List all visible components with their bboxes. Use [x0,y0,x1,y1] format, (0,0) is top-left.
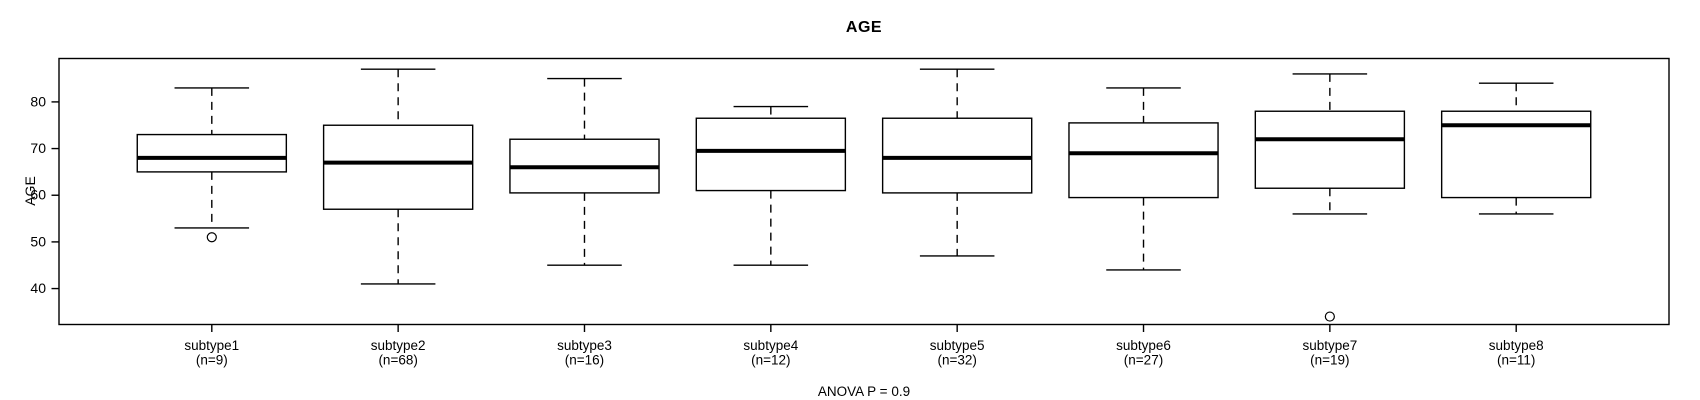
x-tick-sublabel: (n=27) [1124,353,1163,368]
y-tick-label: 40 [30,280,46,296]
iqr-box [322,124,474,210]
x-tick-label: subtype6 [1116,338,1171,353]
iqr-box [1254,110,1406,189]
y-tick-label: 70 [30,140,46,156]
outlier-point [206,232,217,243]
anova-footnote: ANOVA P = 0.9 [817,384,911,399]
x-tick-sublabel: (n=19) [1310,353,1349,368]
x-tick-sublabel: (n=16) [565,353,604,368]
iqr-box [695,117,847,192]
y-axis-title: AGE [22,176,38,206]
iqr-box [136,133,288,173]
x-tick-sublabel: (n=11) [1497,353,1535,368]
x-tick-label: subtype8 [1489,338,1544,353]
x-tick-label: subtype1 [184,338,239,353]
x-tick-label: subtype4 [743,338,798,353]
x-tick-label: subtype3 [557,338,612,353]
y-tick-label: 80 [30,93,46,109]
iqr-box [881,117,1033,194]
x-tick-sublabel: (n=32) [937,353,976,368]
outlier-point [1324,311,1335,322]
chart-title: AGE [845,19,883,36]
x-tick-label: subtype7 [1302,338,1357,353]
x-tick-label: subtype2 [371,338,426,353]
x-tick-sublabel: (n=68) [378,353,417,368]
x-tick-sublabel: (n=9) [196,353,228,368]
x-tick-label: subtype5 [930,338,985,353]
plot-frame [58,57,1670,326]
x-tick-sublabel: (n=12) [751,353,790,368]
iqr-box [1068,122,1219,199]
y-tick-label: 50 [30,233,46,249]
y-tick-label: 60 [30,187,46,203]
